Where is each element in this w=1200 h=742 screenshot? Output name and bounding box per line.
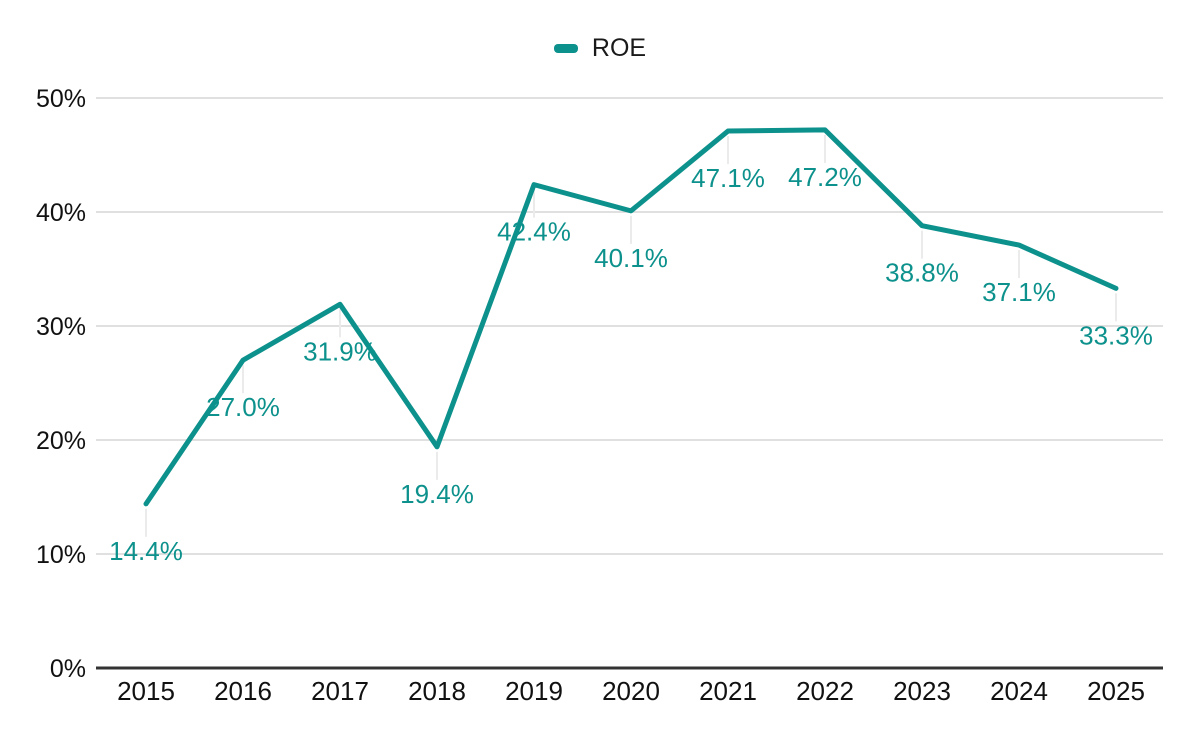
- y-axis-tick-label: 50%: [36, 85, 86, 113]
- data-label: 40.1%: [594, 243, 668, 273]
- data-label: 19.4%: [400, 479, 474, 509]
- data-label: 47.2%: [788, 162, 862, 192]
- legend-item-roe[interactable]: ROE: [553, 33, 647, 63]
- x-axis-tick-label: 2015: [117, 676, 175, 706]
- data-label: 38.8%: [885, 258, 959, 288]
- data-label: 37.1%: [982, 277, 1056, 307]
- data-label: 31.9%: [303, 336, 377, 366]
- y-axis-tick-label: 0%: [50, 655, 86, 683]
- data-label: 47.1%: [691, 163, 765, 193]
- roe-series-line: [143, 127, 1119, 507]
- x-axis-tick-label: 2020: [602, 676, 660, 706]
- x-axis-tick-label: 2022: [796, 676, 854, 706]
- x-axis-tick-label: 2017: [311, 676, 369, 706]
- x-axis-tick-label: 2025: [1087, 676, 1145, 706]
- y-axis-tick-label: 20%: [36, 427, 86, 455]
- x-axis-tick-label: 2023: [893, 676, 951, 706]
- legend: ROE: [0, 33, 1200, 63]
- x-axis-tick-label: 2018: [408, 676, 466, 706]
- x-axis-tick-label: 2019: [505, 676, 563, 706]
- data-label: 33.3%: [1079, 320, 1153, 350]
- x-axis-tick-label: 2016: [214, 676, 272, 706]
- data-label: 27.0%: [206, 392, 280, 422]
- x-axis-tick-label: 2021: [699, 676, 757, 706]
- y-axis-tick-label: 30%: [36, 313, 86, 341]
- y-axis-tick-label: 10%: [36, 541, 86, 569]
- data-label: 42.4%: [497, 217, 571, 247]
- y-axis-tick-label: 40%: [36, 199, 86, 227]
- x-axis-tick-label: 2024: [990, 676, 1048, 706]
- legend-swatch-icon: [553, 43, 578, 53]
- legend-label: ROE: [591, 34, 647, 62]
- data-label: 14.4%: [109, 536, 183, 566]
